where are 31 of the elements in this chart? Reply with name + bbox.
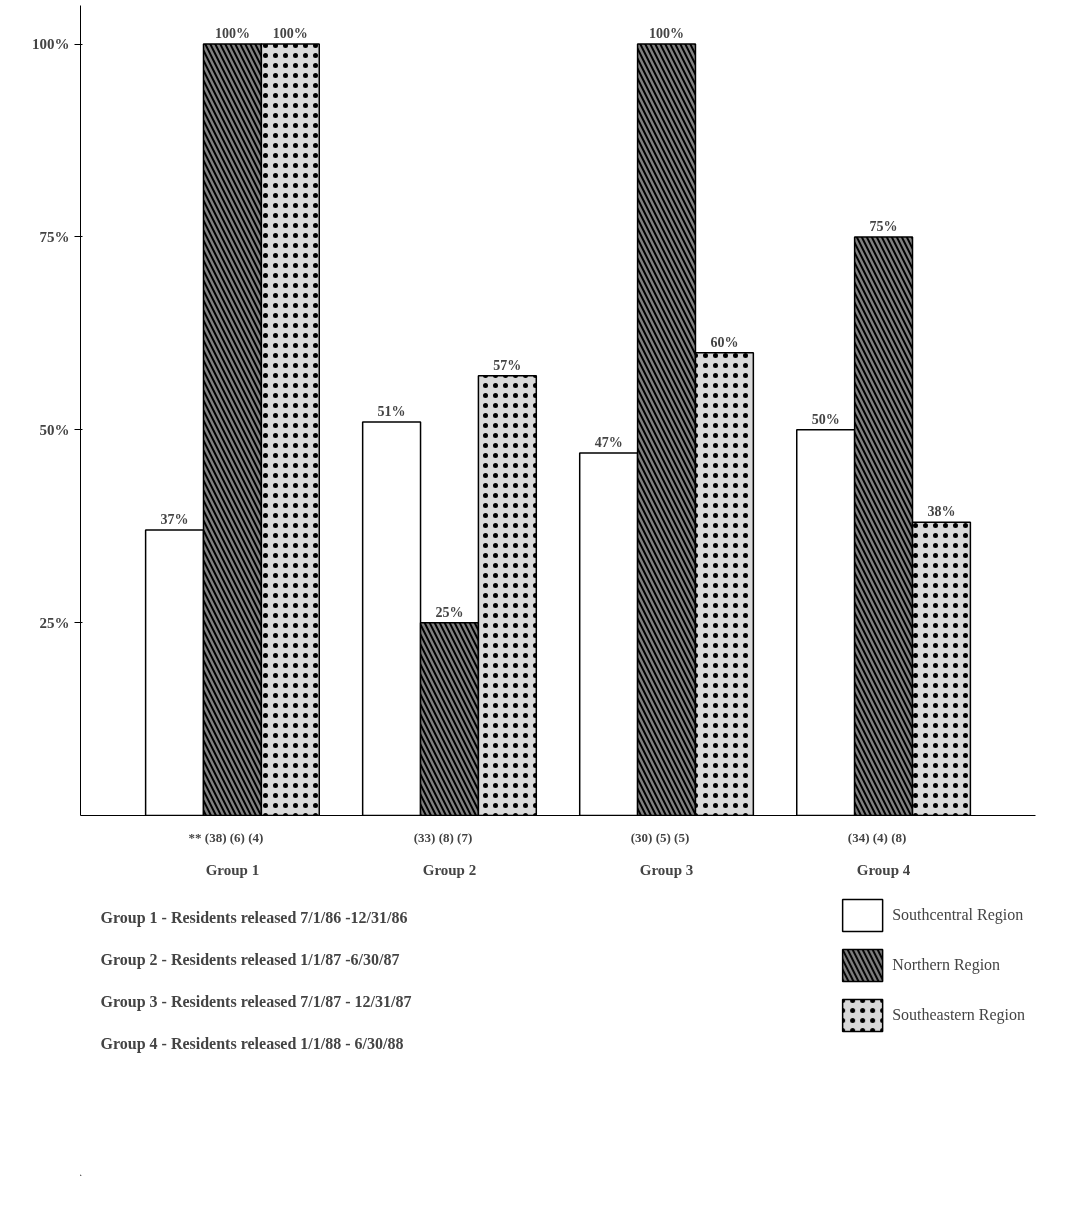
text: (34) (4) (8) bbox=[847, 829, 907, 845]
data-label: 100% bbox=[214, 26, 250, 42]
legend-label: Northern Region bbox=[892, 956, 1001, 974]
data-label: 50% bbox=[811, 411, 840, 427]
data-label: 38% bbox=[927, 504, 956, 520]
legend-label: Southcentral Region bbox=[892, 906, 1024, 924]
data-label: 25% bbox=[435, 604, 464, 620]
x-tick-label: Group 3 bbox=[639, 861, 694, 878]
data-label: 60% bbox=[710, 334, 739, 350]
data-label: 57% bbox=[493, 357, 522, 373]
y-tick-label: 25% bbox=[39, 614, 70, 631]
text: (30) (5) (5) bbox=[630, 829, 690, 845]
data-label: 37% bbox=[160, 512, 189, 528]
x-tick-label: Group 2 bbox=[422, 861, 477, 878]
text: Group 4 - Residents released 1/1/88 - 6/30/88 bbox=[100, 1034, 404, 1053]
text: Group 1 - Residents released 7/1/86 -12/31/86 bbox=[100, 908, 408, 927]
text: ** (38) (6) (4) bbox=[188, 829, 264, 845]
x-tick-label: Group 4 bbox=[856, 861, 911, 878]
data-label: 100% bbox=[272, 26, 308, 42]
data-label: 75% bbox=[869, 218, 898, 234]
text: Group 2 - Residents released 1/1/87 -6/30/87 bbox=[100, 950, 400, 969]
y-tick-label: 50% bbox=[39, 421, 70, 438]
text: (33) (8) (7) bbox=[413, 829, 473, 845]
x-tick-label: Group 1 bbox=[205, 861, 260, 878]
data-label: 47% bbox=[594, 434, 623, 450]
y-tick-label: 100% bbox=[32, 36, 70, 53]
text: Group 3 - Residents released 7/1/87 - 12/31/87 bbox=[100, 992, 412, 1011]
legend-label: Southeastern Region bbox=[892, 1006, 1025, 1024]
y-tick-label: 75% bbox=[39, 228, 70, 245]
data-label: 51% bbox=[377, 404, 406, 420]
data-label: 100% bbox=[649, 26, 685, 42]
